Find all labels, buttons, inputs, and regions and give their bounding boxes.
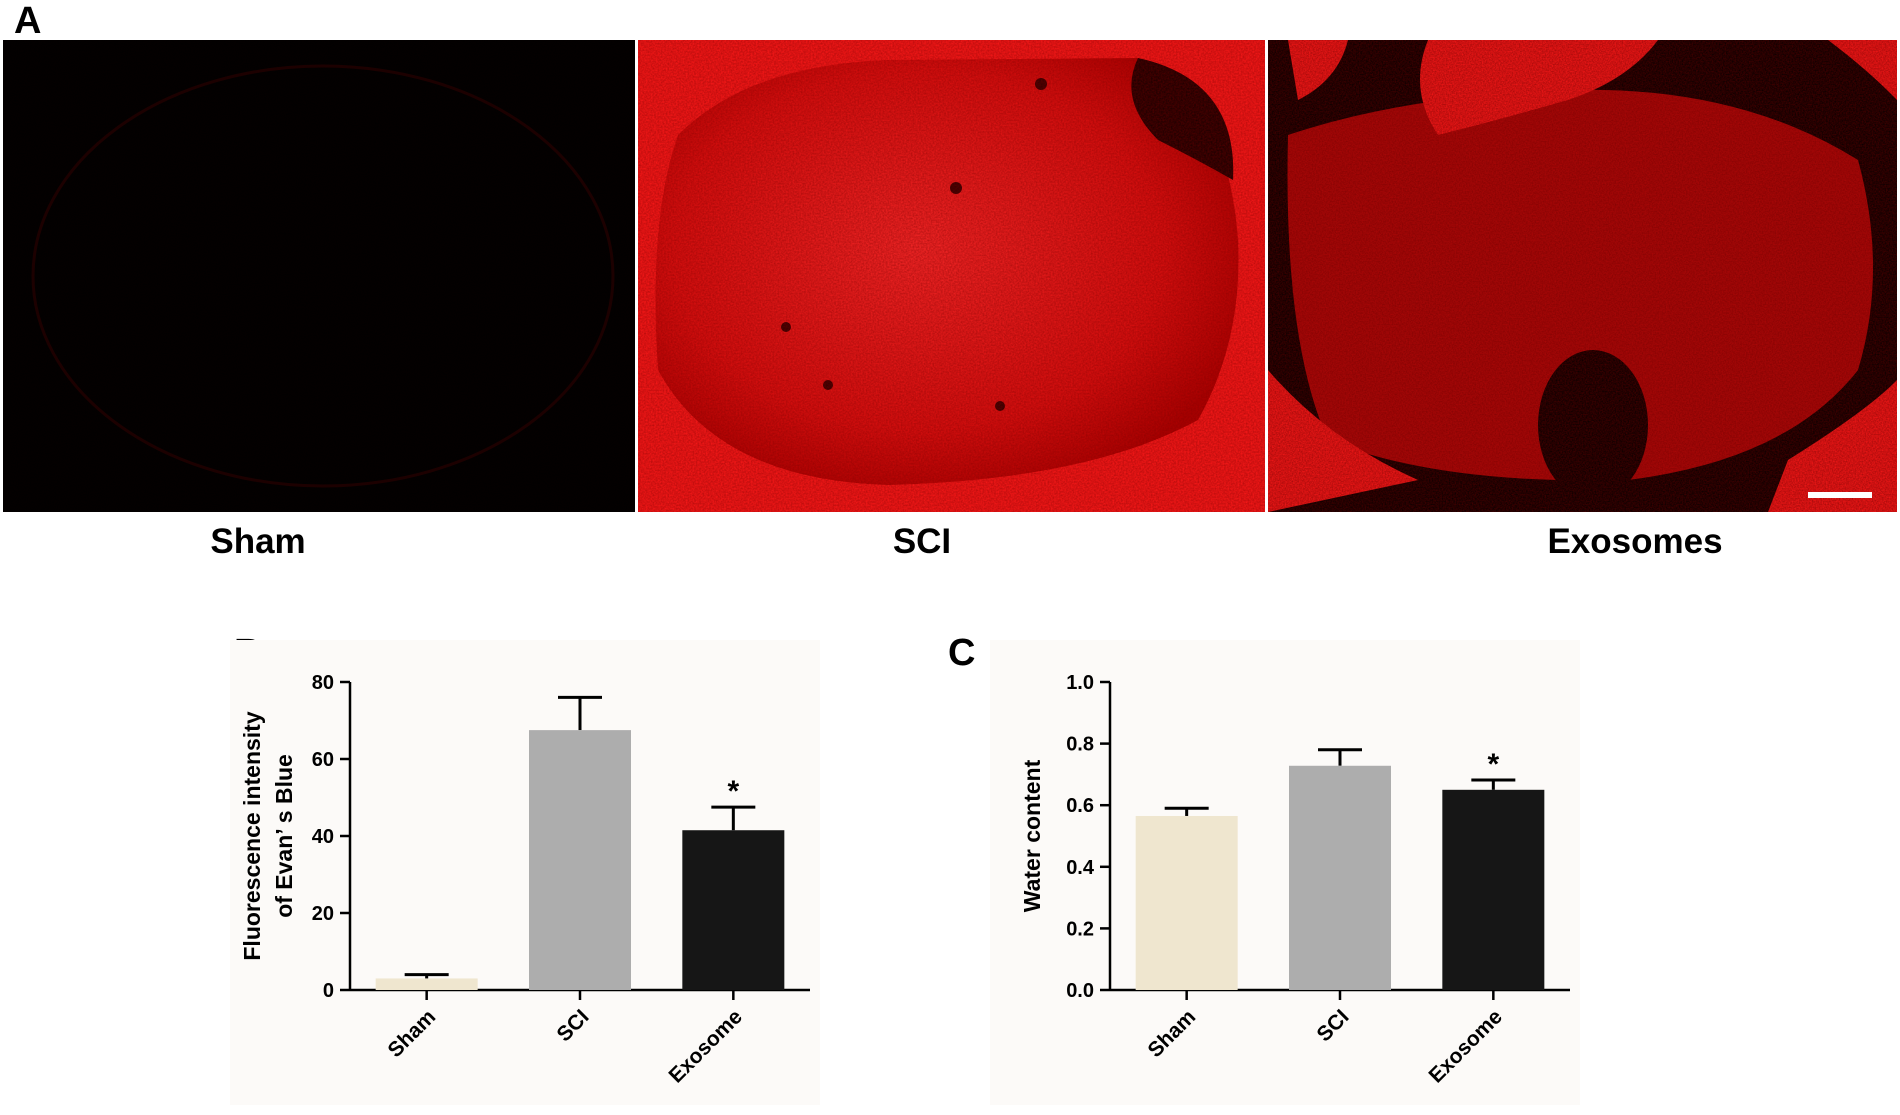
chart-c-y-tick-label: 0.6 <box>1066 795 1094 817</box>
chart-b-bar-sci <box>529 730 631 990</box>
chart-b-y-label: Fluorescence intensity of Evan’ s Blue <box>239 711 297 960</box>
chart-c-bar-sci <box>1289 765 1391 990</box>
chart-b-bar-exosome <box>682 830 785 990</box>
panel-letter-c: C <box>948 632 976 674</box>
micrograph-sham <box>3 40 635 512</box>
micrograph-exosomes <box>1268 40 1897 512</box>
label-sham: Sham <box>210 522 306 561</box>
chart-c-y-tick-label: 1.0 <box>1066 672 1094 694</box>
chart-c-y-label-line: Water content <box>1019 759 1045 912</box>
chart-b-y-label-line: of Evan’ s Blue <box>271 754 297 918</box>
chart-c-bar-sham <box>1135 815 1238 990</box>
chart-b-y-tick-label: 40 <box>312 826 334 848</box>
chart-b-y-tick-label: 60 <box>312 749 334 771</box>
chart-b-significance-marker: * <box>727 775 739 808</box>
label-sci: SCI <box>892 522 952 561</box>
chart-b: 0 20 40 60 80 Fluorescence intensity of Evan’ … <box>220 640 830 1110</box>
chart-c-significance-marker: * <box>1487 748 1499 781</box>
chart-b-y-label-line: Fluorescence intensity <box>239 711 265 960</box>
chart-b-y-tick-label: 20 <box>312 903 334 925</box>
chart-b-y-tick-label: 80 <box>312 672 334 694</box>
micrograph-sci <box>638 40 1265 512</box>
chart-c-y-tick-label: 0.4 <box>1066 857 1095 879</box>
chart-b-y-tick-label: 0 <box>323 980 334 1002</box>
chart-c-y-tick-label: 0.2 <box>1066 918 1094 940</box>
chart-c: 0.0 0.2 0.4 0.6 0.8 1.0 Water content Sham SCI Ex… <box>980 640 1590 1110</box>
chart-c-bar-exosome <box>1442 789 1545 990</box>
panel-letter-a: A <box>14 0 42 42</box>
chart-c-y-label: Water content <box>1019 759 1045 912</box>
chart-c-y-tick-label: 0.8 <box>1066 734 1094 756</box>
label-exosomes: Exosomes <box>1547 522 1723 561</box>
chart-b-svg: 0 20 40 60 80 Fluorescence intensity of Evan’ … <box>230 640 820 1105</box>
chart-c-y-tick-label: 0.0 <box>1066 980 1094 1002</box>
chart-b-bar-sham <box>375 978 478 990</box>
